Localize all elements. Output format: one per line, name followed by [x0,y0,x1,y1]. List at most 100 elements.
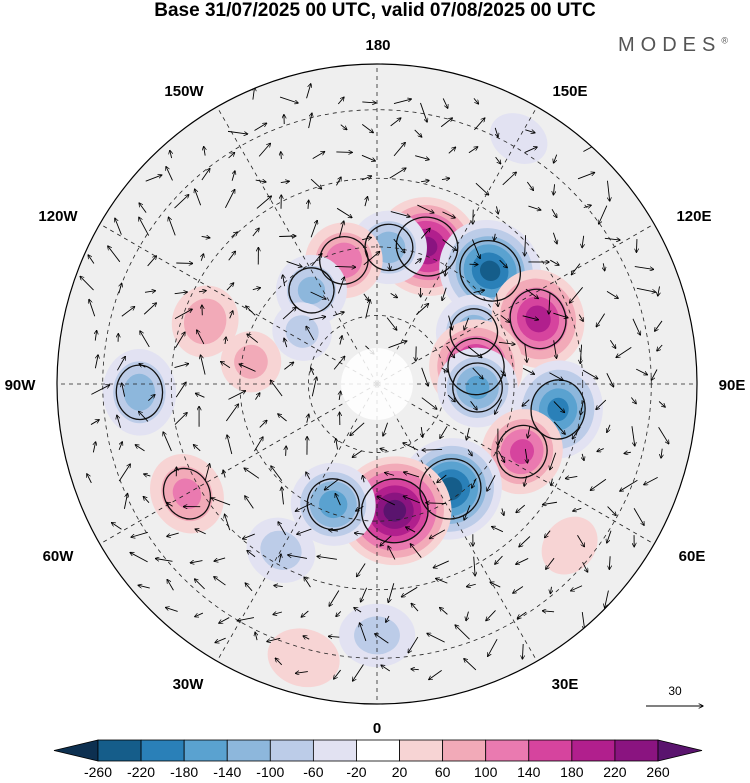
wind-arrow [255,632,257,641]
wind-arrow [304,577,311,588]
colorbar-max-triangle [657,739,703,762]
meridian-line [216,383,378,662]
anomaly-level [123,373,156,411]
anomaly-level [267,628,340,688]
wind-arrow [464,505,471,520]
contour-ring [395,216,459,277]
contour-ring [364,223,414,272]
wind-arrow [636,287,656,292]
wind-arrow [571,585,583,591]
wind-arrow [606,290,618,298]
wind-arrow [279,96,298,103]
wind-arrow [255,180,266,182]
wind-arrow [549,293,550,314]
wind-arrow [198,291,206,292]
wind-arrow [215,637,226,642]
colorbar-segment [183,739,228,762]
wind-arrow [573,508,582,511]
wind-arrow [553,421,565,434]
wind-arrow [498,342,515,344]
wind-arrow [357,563,366,577]
colorbar-tick-label: -140 [213,764,241,780]
wind-arrow [310,291,326,299]
anomaly-center [267,628,340,688]
wind-arrow [609,556,610,569]
wind-arrow [486,610,496,620]
wind-arrow [223,470,225,478]
wind-arrow [130,552,148,563]
wind-arrow [380,535,392,546]
wind-arrow [194,579,205,590]
wind-arrow [386,615,389,622]
wind-arrow [524,475,527,486]
contour-ring [449,308,499,357]
colorbar-segment [140,739,185,762]
wind-arrow [195,189,202,206]
meridian-line [376,223,655,385]
wind-arrow [121,307,135,317]
height-anomaly-field [102,113,603,688]
wind-arrow [283,275,285,287]
colorbar-tick-label: 100 [474,764,498,780]
wind-arrow [166,502,173,507]
wind-arrow [360,587,368,602]
graticule [57,64,697,704]
wind-arrow [517,611,527,618]
wind-arrow [581,611,584,630]
wind-arrow [197,330,205,345]
wind-arrow [475,182,489,195]
wind-arrow [553,312,568,318]
wind-arrow [286,261,302,266]
contour-line [360,478,429,544]
colorbar: -260 -220 -180 -140 -100 -60 -20 20 60 100 140 180 2… [53,739,703,780]
wind-arrow [201,236,210,237]
anomaly-center [338,456,452,566]
wind-arrow [174,364,189,369]
wind-arrow [311,253,322,267]
wind-arrow [634,266,654,270]
wind-arrow [519,536,531,546]
lon-label-90e: 90E [719,377,746,394]
wind-arrow [429,529,446,539]
contour-ring [459,239,522,302]
contour-line [395,216,459,277]
wind-arrow [411,669,419,670]
wind-arrow [464,658,477,671]
wind-arrow [118,442,122,451]
wind-arrow [254,437,263,452]
meridian-line [376,383,655,545]
wind-arrow [170,150,172,159]
wind-arrow [140,331,150,348]
wind-arrow [607,530,612,543]
wind-arrow [416,304,428,315]
wind-arrow [581,400,584,415]
wind-arrow [239,364,256,372]
wind-arrow [426,503,446,504]
wind-arrow [389,168,406,179]
wind-arrow [577,172,595,180]
wind-arrow [119,283,122,294]
wind-arrow [553,154,558,164]
wind-arrow [336,439,338,450]
vector-reference-value: 30 [668,684,682,698]
colorbar-min-triangle [53,739,99,762]
wind-arrow [415,155,429,160]
wind-arrow [651,369,658,381]
wind-arrow [655,320,663,331]
wind-arrow [174,332,185,349]
wind-arrow [317,556,337,560]
wind-arrow [375,634,389,644]
wind-arrow [526,181,533,190]
wind-arrow [658,427,669,444]
wind-arrow [328,636,340,637]
wind-arrow [324,478,339,490]
wind-arrow [455,625,470,640]
lon-label-60e: 60E [679,548,706,565]
wind-arrow [155,559,173,562]
wind-arrow [271,466,283,481]
wind-arrow [474,118,485,131]
wind-arrow [259,420,267,428]
wind-arrow [549,372,563,381]
wind-arrow [258,143,270,157]
wind-arrow [147,395,155,401]
